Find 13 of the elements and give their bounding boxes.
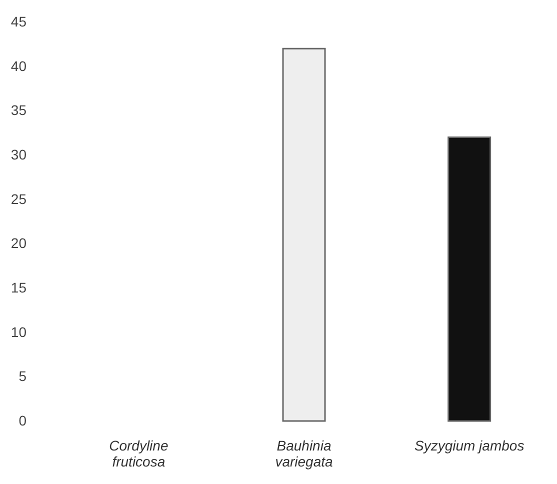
y-tick-label: 0	[18, 412, 27, 428]
x-tick-label: Syzygium jambos	[414, 438, 524, 454]
y-tick-label: 30	[10, 146, 27, 162]
y-tick-label: 25	[10, 190, 27, 207]
y-tick-label: 5	[18, 368, 27, 384]
y-tick-label: 10	[10, 324, 27, 340]
y-tick-label: 45	[10, 14, 27, 30]
y-tick-label: 40	[10, 58, 27, 74]
x-tick-label: Cordyline fruticosa	[109, 438, 168, 470]
y-tick-label: 35	[10, 102, 27, 118]
y-tick-label: 15	[10, 280, 27, 296]
x-tick-label: Bauhinia variegata	[275, 438, 334, 470]
y-tick-label: 20	[10, 235, 27, 252]
